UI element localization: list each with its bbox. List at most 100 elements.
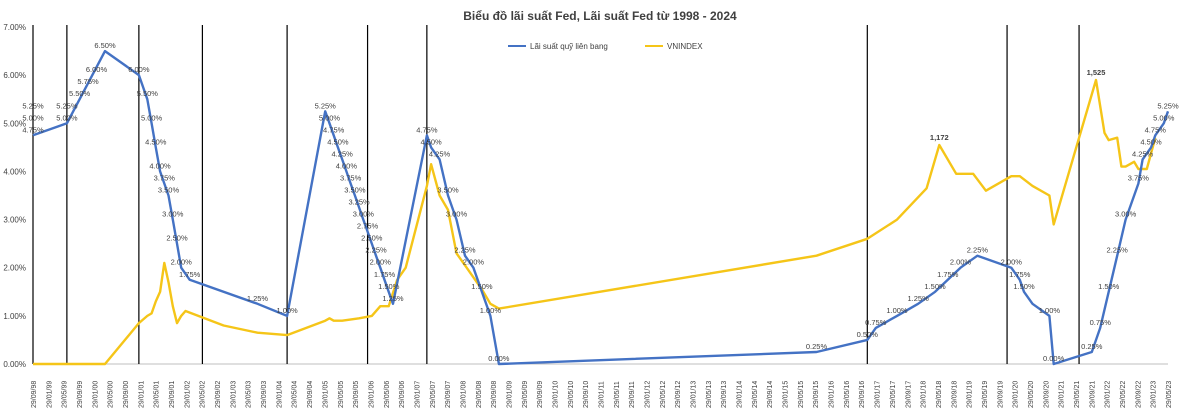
x-tick-label: 29/01/22 — [1105, 381, 1112, 408]
data-label: 2.00% — [171, 258, 193, 267]
x-tick-label: 29/09/99 — [77, 381, 84, 408]
x-tick-label: 29/05/20 — [1028, 381, 1035, 408]
x-tick-label: 29/05/23 — [1166, 381, 1173, 408]
x-axis: 29/09/98 29/01/99 29/05/99 29/09/99 29/01/00… — [31, 381, 1173, 408]
x-tick-label: 29/05/05 — [338, 381, 345, 408]
data-label: 3.00% — [162, 210, 184, 219]
x-tick-label: 29/01/05 — [322, 381, 329, 408]
x-tick-label: 29/01/11 — [599, 381, 606, 408]
x-tick-label: 29/09/15 — [813, 381, 820, 408]
data-label: 3.00% — [1115, 210, 1137, 219]
data-label: 1.00% — [886, 306, 908, 315]
data-label: 4.00% — [336, 161, 358, 170]
x-tick-label: 29/01/20 — [1013, 381, 1020, 408]
data-label: 5.00% — [1153, 113, 1175, 122]
data-label: 5.25% — [1157, 101, 1179, 110]
x-tick-label: 29/09/10 — [583, 381, 590, 408]
data-label: 1.50% — [1013, 282, 1035, 291]
data-label: 1.75% — [179, 270, 201, 279]
x-tick-label: 29/09/19 — [997, 381, 1004, 408]
x-tick-label: 29/01/12 — [645, 381, 652, 408]
legend: Lãi suất quỹ liên bang VNINDEX — [508, 42, 703, 51]
x-tick-label: 29/09/01 — [169, 381, 176, 408]
x-tick-label: 29/09/11 — [629, 381, 636, 408]
x-tick-label: 29/01/06 — [368, 381, 375, 408]
x-tick-label: 29/09/04 — [307, 381, 314, 408]
data-label: 1.50% — [471, 282, 493, 291]
data-label: 6.00% — [86, 65, 108, 74]
data-label: 2.25% — [365, 246, 387, 255]
y-tick-label: 1.00% — [3, 312, 26, 321]
data-label: 3.75% — [340, 173, 362, 182]
x-tick-label: 29/09/18 — [951, 381, 958, 408]
x-tick-label: 29/09/13 — [721, 381, 728, 408]
x-tick-label: 29/09/98 — [31, 381, 38, 408]
data-label: 1.25% — [247, 294, 269, 303]
data-label: 3.75% — [154, 173, 176, 182]
data-label: 2.25% — [454, 246, 476, 255]
x-tick-label: 29/01/08 — [460, 381, 467, 408]
data-label: 5.00% — [56, 113, 78, 122]
data-label: 1.25% — [907, 294, 929, 303]
x-tick-label: 29/05/01 — [154, 381, 161, 408]
data-label: 3.00% — [446, 210, 468, 219]
data-label: 5.00% — [141, 113, 163, 122]
x-tick-label: 29/05/06 — [384, 381, 391, 408]
data-label: 3.50% — [344, 186, 366, 195]
x-tick-label: 29/09/06 — [399, 381, 406, 408]
data-label: 3.75% — [1128, 173, 1150, 182]
data-label: 4.00% — [149, 161, 171, 170]
chart-title: Biểu đồ lãi suất Fed, Lãi suất Fed từ 19… — [463, 9, 737, 23]
data-label: 2.00% — [463, 258, 485, 267]
x-tick-label: 29/01/19 — [967, 381, 974, 408]
x-tick-label: 29/05/04 — [292, 381, 299, 408]
x-tick-label: 29/05/02 — [200, 381, 207, 408]
data-label: 4.75% — [1145, 125, 1167, 134]
data-label: 2.00% — [950, 258, 972, 267]
y-tick-label: 0.00% — [3, 360, 26, 369]
x-tick-label: 29/09/14 — [767, 381, 774, 408]
data-label: 1.75% — [937, 270, 959, 279]
data-label: 1.75% — [374, 270, 396, 279]
data-label: 1.25% — [382, 294, 404, 303]
x-tick-label: 29/09/17 — [905, 381, 912, 408]
x-tick-label: 29/01/99 — [46, 381, 53, 408]
x-tick-label: 29/01/14 — [737, 381, 744, 408]
x-tick-label: 29/05/11 — [614, 381, 621, 408]
data-labels: 4.75% 5.00% 6.50% 6.00% 5.50% 5.00% 4.50% 4.00%… — [22, 41, 1179, 363]
x-tick-label: 29/01/18 — [921, 381, 928, 408]
data-label: 4.75% — [416, 125, 438, 134]
x-tick-label: 29/05/16 — [844, 381, 851, 408]
x-tick-label: 29/05/99 — [62, 381, 69, 408]
x-tick-label: 29/05/08 — [476, 381, 483, 408]
x-tick-label: 29/09/20 — [1043, 381, 1050, 408]
data-label: 4.25% — [332, 149, 354, 158]
x-tick-label: 29/05/21 — [1074, 381, 1081, 408]
data-label: 0.75% — [865, 318, 887, 327]
data-label: 1.75% — [1009, 270, 1031, 279]
x-tick-label: 29/05/09 — [522, 381, 529, 408]
data-label: 1,172 — [930, 133, 949, 142]
legend-label-vnindex: VNINDEX — [667, 42, 703, 51]
x-tick-label: 29/09/16 — [859, 381, 866, 408]
x-tick-label: 29/01/04 — [276, 381, 283, 408]
x-tick-label: 29/01/00 — [92, 381, 99, 408]
legend-label-fed: Lãi suất quỹ liên bang — [530, 42, 608, 51]
data-label: 4.50% — [420, 137, 442, 146]
data-label: 4.25% — [429, 149, 451, 158]
data-label: 1.00% — [276, 306, 298, 315]
data-label: 2.00% — [370, 258, 392, 267]
data-label: 5.25% — [22, 101, 44, 110]
data-label: 0.25% — [806, 342, 828, 351]
x-tick-label: 29/05/17 — [890, 381, 897, 408]
data-label: 5.00% — [319, 113, 341, 122]
data-label: 4.25% — [1132, 149, 1154, 158]
data-label: 4.50% — [145, 137, 167, 146]
x-tick-label: 29/09/02 — [215, 381, 222, 408]
x-tick-label: 29/05/18 — [936, 381, 943, 408]
x-tick-label: 29/01/15 — [783, 381, 790, 408]
data-label: 3.50% — [158, 186, 180, 195]
x-tick-label: 29/09/00 — [123, 381, 130, 408]
